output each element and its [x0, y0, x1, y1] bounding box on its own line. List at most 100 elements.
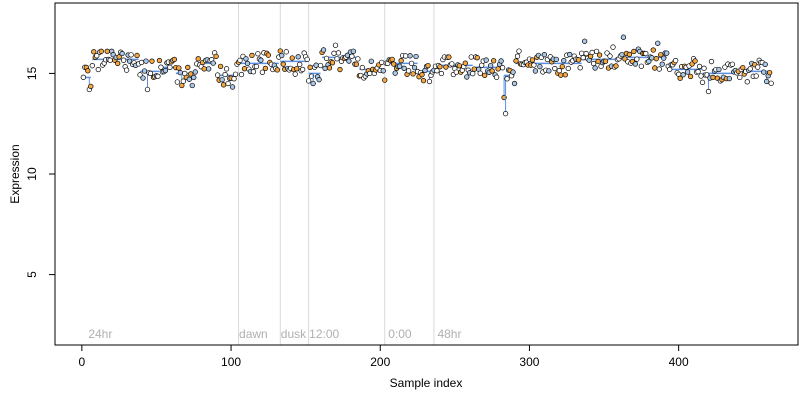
x-tick-label: 200 [370, 355, 390, 369]
data-point [443, 64, 449, 70]
data-point [277, 48, 283, 54]
data-point [323, 55, 330, 61]
data-point [192, 69, 198, 75]
phase-label: dusk [281, 327, 307, 341]
data-point [419, 72, 425, 78]
data-point [238, 71, 245, 78]
data-point [89, 63, 95, 69]
data-point [761, 69, 767, 75]
data-point [368, 58, 374, 64]
data-point [537, 63, 543, 70]
data-point [744, 79, 750, 85]
data-point [420, 77, 427, 84]
data-point [631, 48, 637, 55]
data-point [468, 54, 474, 60]
data-point [405, 68, 412, 74]
data-point [729, 61, 736, 67]
data-point [138, 59, 145, 66]
x-tick-label: 0 [79, 355, 86, 369]
data-point [279, 52, 285, 59]
data-point [144, 86, 151, 93]
data-point [632, 61, 639, 67]
data-point [297, 61, 303, 68]
data-point [684, 69, 691, 75]
data-point [687, 73, 694, 80]
data-point [541, 52, 548, 58]
y-tick-label: 5 [25, 271, 39, 278]
data-point [179, 82, 185, 89]
data-point [577, 65, 583, 71]
data-point [561, 58, 567, 64]
data-point [332, 42, 339, 48]
data-point [222, 71, 228, 78]
data-point [355, 56, 361, 62]
data-point [219, 77, 225, 83]
data-point [583, 50, 589, 57]
data-point [595, 58, 601, 65]
data-point [638, 63, 644, 69]
data-point [244, 60, 251, 67]
data-point [692, 58, 698, 64]
data-point [446, 54, 452, 60]
data-point [453, 69, 459, 75]
data-point [120, 57, 127, 63]
data-point [249, 52, 255, 59]
data-point [634, 56, 640, 62]
x-axis: 0 100 200 300 400 [79, 344, 689, 369]
data-point [250, 69, 257, 75]
data-point [619, 51, 625, 58]
data-point [353, 61, 360, 67]
data-point [143, 58, 149, 64]
data-point [680, 72, 686, 78]
data-point [659, 61, 665, 67]
data-point [701, 65, 707, 71]
x-tick-label: 100 [221, 355, 241, 369]
data-point [310, 80, 316, 87]
data-point [259, 69, 266, 75]
data-point [280, 61, 286, 67]
data-point [174, 79, 180, 85]
data-point [316, 77, 322, 83]
data-point [231, 76, 237, 82]
data-point [185, 64, 191, 71]
data-point [115, 60, 121, 67]
plot-frame [54, 2, 799, 346]
data-point [532, 68, 539, 74]
data-point [171, 56, 178, 63]
data-point [408, 60, 415, 67]
data-point [437, 64, 443, 70]
data-point [449, 61, 455, 67]
data-point [243, 56, 249, 62]
data-point [677, 75, 683, 81]
data-point [140, 75, 146, 81]
data-point [667, 66, 673, 73]
data-point [359, 64, 365, 71]
data-point [764, 78, 770, 85]
data-point [367, 70, 373, 77]
data-point [490, 58, 497, 64]
data-point [123, 67, 130, 73]
data-point [737, 74, 743, 81]
data-point [710, 74, 716, 81]
data-point [382, 77, 388, 83]
data-point [262, 65, 269, 72]
data-point [317, 62, 324, 69]
data-point [300, 66, 306, 73]
data-point [602, 58, 609, 64]
data-point [258, 57, 264, 63]
data-point [767, 69, 773, 76]
data-point [650, 47, 656, 53]
data-point [579, 50, 585, 56]
data-point [558, 72, 564, 78]
data-point [389, 56, 395, 62]
data-point [456, 63, 462, 69]
data-point [626, 51, 633, 58]
data-point [162, 67, 169, 74]
data-point [167, 64, 173, 71]
data-point [652, 65, 658, 71]
data-point [392, 70, 398, 76]
data-point [413, 53, 419, 60]
data-point [620, 34, 627, 40]
data-point [126, 58, 133, 64]
